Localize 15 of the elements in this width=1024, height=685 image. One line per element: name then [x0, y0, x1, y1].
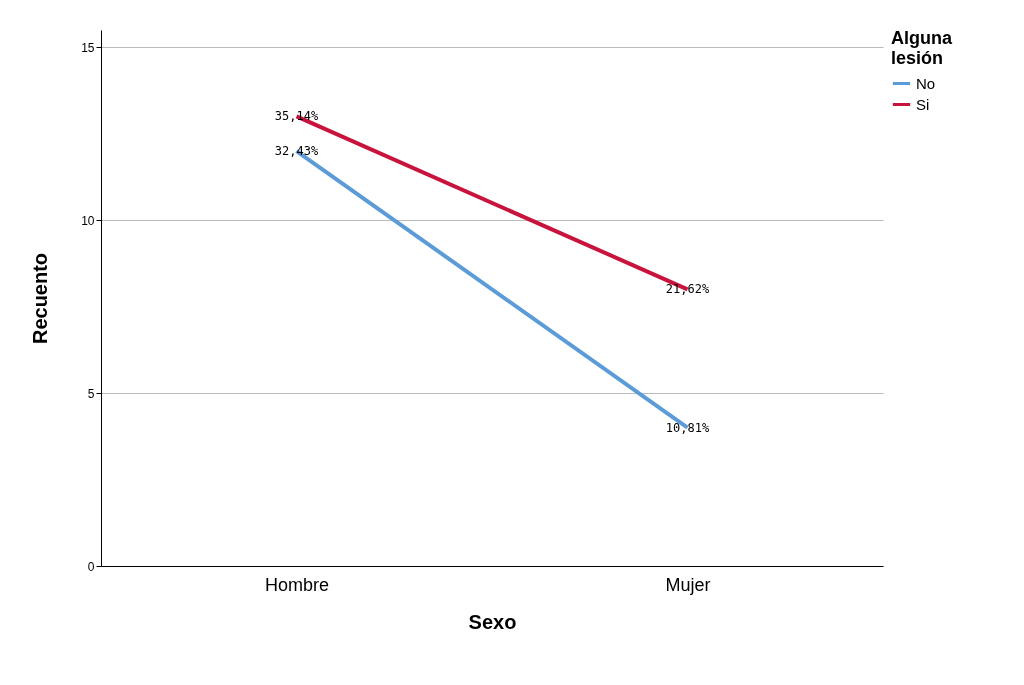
annotation: 35,14% — [274, 109, 319, 124]
y-tick-label: 5 — [87, 386, 95, 401]
y-axis-title: Recuento — [29, 252, 52, 345]
y-tick-label: 0 — [87, 559, 95, 574]
annotation: 21,62% — [665, 282, 710, 297]
annotation: 32,43% — [274, 144, 319, 159]
y-tick-label: 15 — [81, 40, 95, 55]
legend-label: Si — [916, 95, 930, 113]
x-tick-label: Hombre — [264, 574, 330, 595]
y-tick-label: 10 — [81, 213, 95, 228]
annotation: 10,81% — [665, 420, 710, 435]
x-tick-label: Mujer — [665, 574, 711, 595]
legend-label: No — [916, 74, 936, 92]
x-axis-title: Sexo — [468, 610, 517, 633]
legend-title: Alguna lesión — [891, 28, 953, 68]
